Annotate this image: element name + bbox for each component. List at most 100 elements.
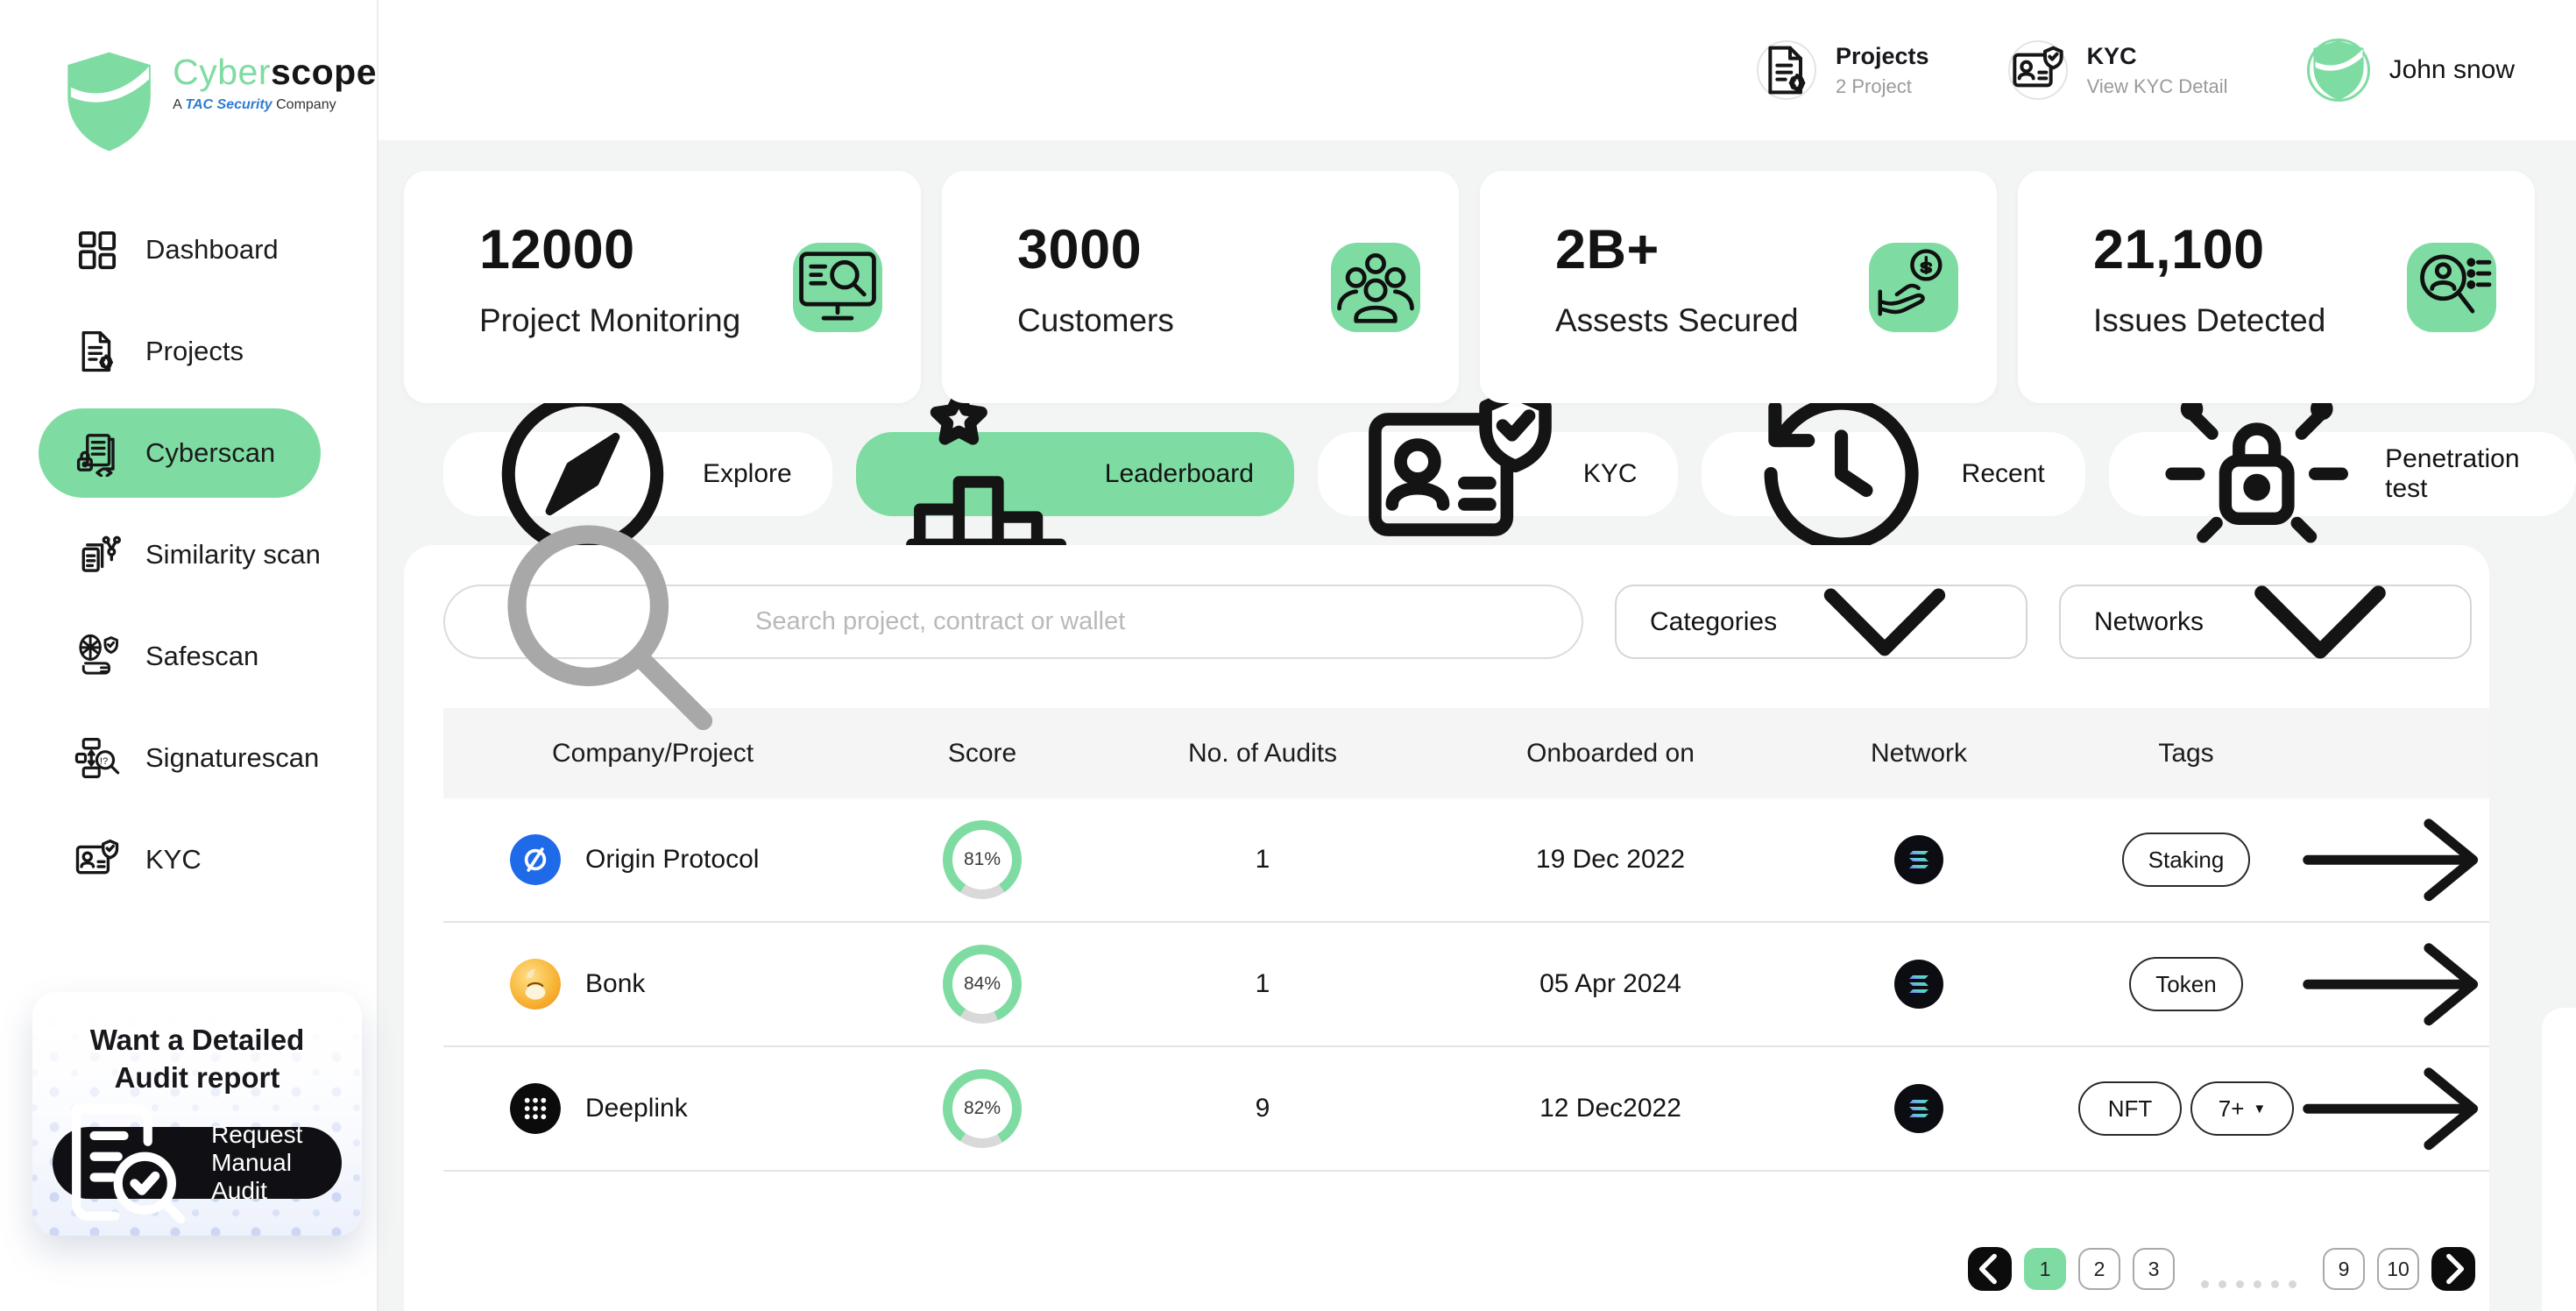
sidebar-item-similarity-scan[interactable]: Similarity scan bbox=[39, 510, 321, 599]
stat-value: 21,100 bbox=[2093, 219, 2265, 280]
doc-check-icon bbox=[53, 1091, 195, 1234]
company-name: Origin Protocol bbox=[585, 845, 760, 874]
tag-token[interactable]: Token bbox=[2129, 957, 2243, 1011]
audits-cell: 9 bbox=[1255, 1094, 1270, 1123]
pagination-page-3[interactable]: 3 bbox=[2133, 1248, 2175, 1290]
issues-detected-icon bbox=[2407, 242, 2496, 332]
sidebar-item-safescan[interactable]: Safescan bbox=[39, 612, 321, 701]
sidebar-item-kyc[interactable]: KYC bbox=[39, 815, 321, 904]
network-cell bbox=[1761, 960, 2077, 1009]
search-icon bbox=[473, 491, 736, 754]
sidebar-item-label: Signaturescan bbox=[145, 742, 320, 774]
projects-widget[interactable]: Projects 2 Project bbox=[1757, 40, 1929, 100]
pagination-prev-button[interactable] bbox=[1968, 1247, 2012, 1291]
pagination-page-9[interactable]: 9 bbox=[2323, 1248, 2365, 1290]
tab-kyc[interactable]: KYC bbox=[1317, 386, 1678, 536]
sidebar-item-label: KYC bbox=[145, 844, 202, 875]
row-detail-button[interactable] bbox=[2296, 1060, 2489, 1158]
tab-leaderboard[interactable]: Leaderboard bbox=[855, 390, 1294, 550]
column-header-company: Company/Project bbox=[552, 738, 754, 768]
arrow-right-icon bbox=[2296, 1060, 2489, 1158]
kyc-icon bbox=[74, 836, 121, 883]
projects-widget-subtitle: 2 Project bbox=[1836, 74, 1912, 97]
tab-label: Penetration test bbox=[2385, 444, 2520, 503]
tab-penetration-test[interactable]: Penetration test bbox=[2108, 398, 2576, 543]
penetration-test-icon bbox=[2149, 366, 2364, 581]
sidebar-item-projects[interactable]: Projects bbox=[39, 307, 321, 396]
company-cell: Origin Protocol bbox=[443, 834, 899, 885]
tagline-highlight: TAC Security bbox=[185, 97, 272, 112]
column-header-onboarded: Onboarded on bbox=[1526, 738, 1695, 768]
score-ring: 81% bbox=[943, 820, 1022, 899]
score-value: 84% bbox=[952, 954, 1012, 1014]
tab-explore[interactable]: Explore bbox=[443, 393, 832, 556]
sidebar-item-dashboard[interactable]: Dashboard bbox=[39, 205, 321, 294]
ellipsis-dot bbox=[2289, 1279, 2296, 1288]
pagination-page-1[interactable]: 1 bbox=[2024, 1248, 2066, 1290]
projects-widget-title: Projects bbox=[1836, 42, 1929, 69]
table-row-deeplink[interactable]: Deeplink 82% 9 12 Dec2022 bbox=[443, 1047, 2489, 1172]
table-row-origin-protocol[interactable]: Origin Protocol 81% 1 19 Dec 2022 bbox=[443, 798, 2489, 923]
score-cell: 84% bbox=[899, 945, 1065, 1024]
column-header-score: Score bbox=[947, 738, 1017, 768]
sidebar-item-cyberscan[interactable]: Cyberscan bbox=[39, 408, 321, 499]
stat-card-customers: 3000 Customers bbox=[942, 171, 1459, 403]
pagination-page-10[interactable]: 10 bbox=[2377, 1248, 2419, 1290]
projects-icon bbox=[74, 328, 121, 375]
sidebar-item-label: Dashboard bbox=[145, 234, 279, 266]
solana-icon bbox=[1894, 1084, 1943, 1133]
score-ring: 84% bbox=[943, 945, 1022, 1024]
user-menu[interactable]: John snow bbox=[2306, 39, 2515, 102]
categories-dropdown[interactable]: Categories bbox=[1615, 585, 2028, 659]
onboarded-cell: 05 Apr 2024 bbox=[1539, 969, 1681, 998]
stat-label: Issues Detected bbox=[2093, 302, 2326, 338]
cyberscan-icon bbox=[74, 429, 121, 478]
tab-label: KYC bbox=[1582, 459, 1638, 488]
tab-label: Recent bbox=[1961, 459, 2045, 488]
search-box bbox=[443, 524, 1583, 730]
sidebar-item-signaturescan[interactable]: !? Signaturescan bbox=[39, 713, 321, 803]
brand-logo: Cyberscope A TAC Security Company bbox=[0, 0, 377, 154]
chevron-right-icon bbox=[2431, 1247, 2475, 1291]
tag-staking[interactable]: Staking bbox=[2121, 833, 2251, 887]
row-detail-button[interactable] bbox=[2296, 811, 2489, 909]
request-manual-audit-button[interactable]: Request Manual Audit bbox=[53, 1104, 342, 1224]
sidebar-item-label: Safescan bbox=[145, 641, 259, 672]
sidebar-item-label: Projects bbox=[145, 336, 244, 367]
company-name: Deeplink bbox=[585, 1094, 688, 1123]
leaderboard-panel: Categories Networks Company/Project Scor… bbox=[404, 524, 2489, 1311]
tag-nft[interactable]: NFT bbox=[2078, 1081, 2182, 1136]
pagination-page-2[interactable]: 2 bbox=[2078, 1248, 2120, 1290]
table-row-bonk[interactable]: Bonk 84% 1 05 Apr 2024 bbox=[443, 923, 2489, 1047]
sidebar-item-label: Cyberscan bbox=[145, 437, 276, 469]
brand-tagline: A TAC Security Company bbox=[173, 97, 377, 113]
solana-icon bbox=[1894, 960, 1943, 1009]
stat-value: 2B+ bbox=[1555, 219, 1660, 280]
user-name: John snow bbox=[2388, 55, 2515, 84]
shield-logo-icon bbox=[61, 49, 157, 154]
score-cell: 81% bbox=[899, 820, 1065, 899]
pagination: 1 2 3 9 10 bbox=[443, 1247, 2489, 1291]
row-detail-button[interactable] bbox=[2296, 936, 2489, 1033]
pagination-next-button[interactable] bbox=[2431, 1247, 2475, 1291]
kyc-widget[interactable]: KYC View KYC Detail bbox=[2007, 40, 2228, 100]
search-input[interactable] bbox=[755, 607, 1553, 636]
bonk-logo bbox=[510, 959, 561, 1010]
request-manual-audit-label: Request Manual Audit bbox=[211, 1120, 303, 1204]
tab-label: Leaderboard bbox=[1104, 459, 1254, 488]
company-name: Bonk bbox=[585, 969, 646, 998]
more-tags-label: 7+ bbox=[2218, 1095, 2245, 1122]
network-cell bbox=[1761, 835, 2077, 884]
promo-title: Want a Detailed Audit report bbox=[89, 1024, 305, 1094]
leaderboard-icon bbox=[896, 380, 1084, 568]
tags-cell: Staking bbox=[2077, 833, 2296, 887]
view-tabs: Explore Leaderboard KYC Recent Penetrati… bbox=[443, 386, 2576, 556]
dashboard-icon bbox=[74, 226, 121, 273]
networks-dropdown[interactable]: Networks bbox=[2059, 585, 2472, 659]
sidebar-item-label: Similarity scan bbox=[145, 539, 321, 570]
tab-recent[interactable]: Recent bbox=[1701, 397, 2085, 552]
solana-icon bbox=[1894, 835, 1943, 884]
kyc-icon bbox=[1358, 372, 1562, 577]
ellipsis-dot bbox=[2201, 1279, 2209, 1288]
more-tags-dropdown[interactable]: 7+ ▼ bbox=[2190, 1081, 2294, 1136]
